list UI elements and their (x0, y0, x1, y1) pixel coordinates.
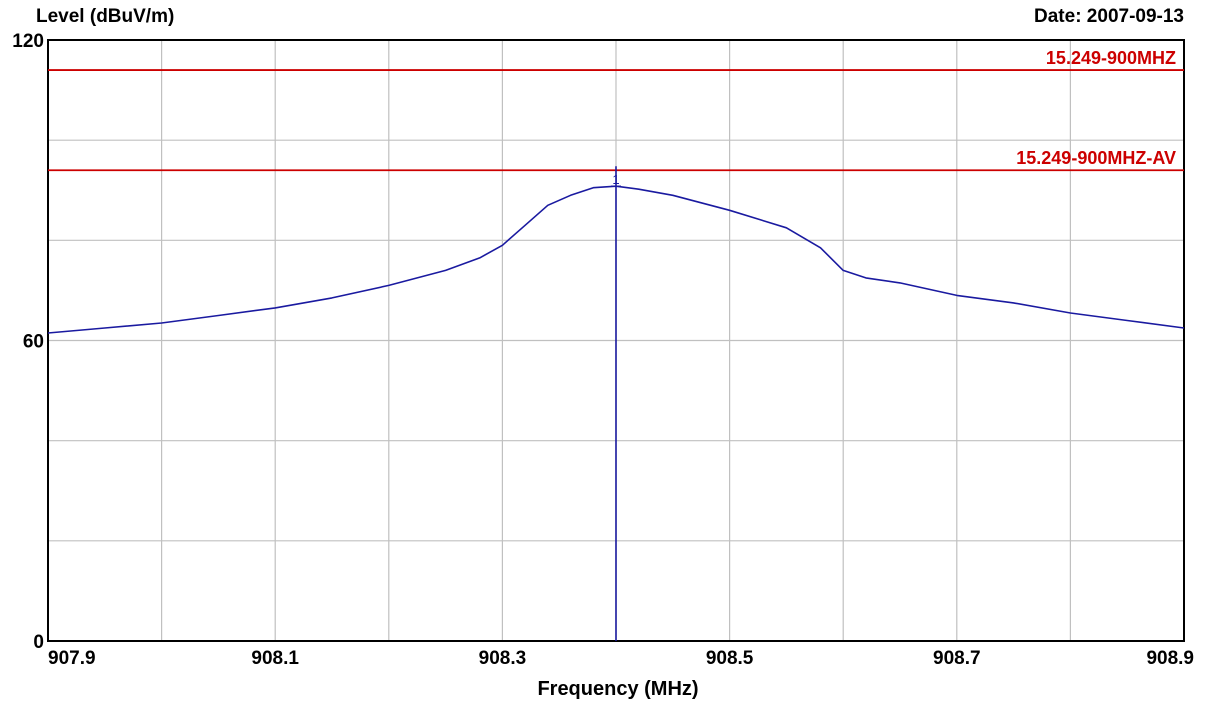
x-tick-label: 908.7 (933, 648, 981, 669)
x-tick-label: 908.1 (251, 648, 299, 669)
y-tick-labels: 0 60 120 (12, 31, 44, 653)
y-tick-label: 120 (12, 31, 44, 52)
x-tick-label: 907.9 (48, 648, 96, 669)
series-group (47, 185, 1185, 334)
x-axis-label: Frequency (MHz) (537, 678, 698, 700)
marker-label: 1 (612, 172, 619, 187)
y-tick-label: 0 (33, 632, 44, 653)
date-label: Date: 2007-09-13 (1034, 6, 1184, 27)
x-tick-label: 908.5 (706, 648, 754, 669)
limit-line-label: 15.249-900MHZ (1046, 48, 1176, 68)
x-tick-label: 908.3 (479, 648, 527, 669)
limit-line-label: 15.249-900MHZ-AV (1016, 148, 1176, 168)
series-line (47, 185, 1185, 334)
x-tick-labels: 907.9 908.1 908.3 908.5 908.7 908.9 (48, 648, 1194, 669)
y-axis-label: Level (dBuV/m) (36, 6, 174, 27)
markers: 1 (611, 166, 621, 641)
y-tick-label: 60 (23, 332, 44, 353)
limit-lines: 15.249-900MHZ 15.249-900MHZ-AV (48, 48, 1184, 172)
x-tick-label: 908.9 (1146, 648, 1194, 669)
